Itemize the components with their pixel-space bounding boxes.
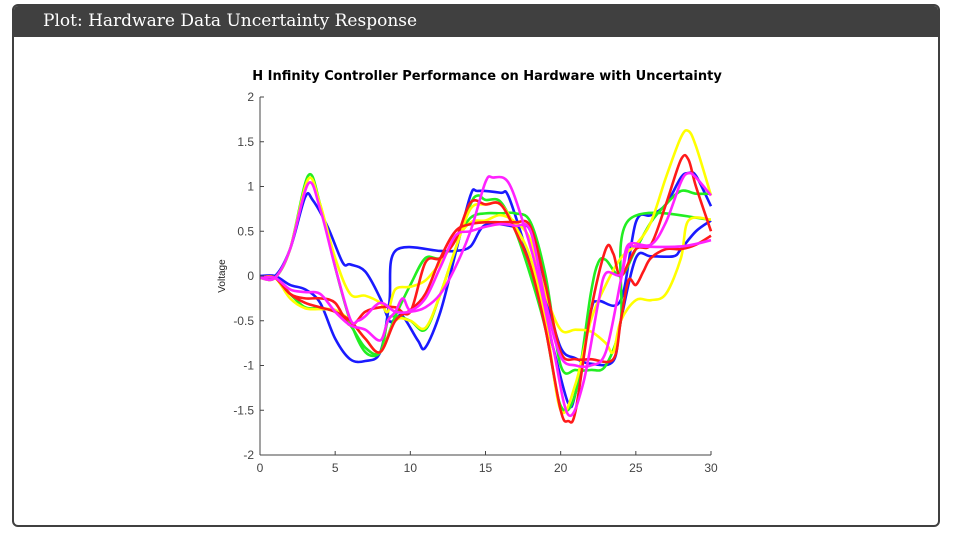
plot-panel: Plot: Hardware Data Uncertainty Response [12,4,940,527]
series-line-red-1 [259,153,713,424]
y-tick-label: -2 [243,448,254,462]
x-tick-label: 15 [479,461,493,475]
series-line-yellow-1 [259,176,712,355]
y-tick-label: 2 [247,90,254,104]
chart-title: H Infinity Controller Performance on Har… [252,69,722,84]
y-tick-label: -1 [243,359,254,373]
x-tick-label: 10 [404,461,418,475]
axes: 0 5 10 15 20 25 30 2 1.5 1 0.5 0 -0.5 -1 -1.5 -2 [233,90,718,475]
y-tick-label: -1.5 [233,403,254,417]
series-line-blue-1 [259,170,713,409]
y-tick-label: -0.5 [233,314,254,328]
series-line-magenta-2 [259,222,712,369]
y-tick-label: 1.5 [237,135,254,149]
x-tick-label: 5 [332,461,339,475]
y-tick-label: 0 [247,269,254,283]
y-axis-label: Voltage [217,259,228,293]
y-tick-label: 0.5 [237,224,254,238]
x-tick-label: 30 [704,461,718,475]
x-tick-label: 20 [554,461,568,475]
panel-title: Plot: Hardware Data Uncertainty Response [14,6,938,37]
series-line-magenta-1 [259,171,712,418]
series-line-blue-2 [259,219,712,367]
series-line-red-2 [259,219,712,364]
series-group [259,128,713,424]
y-tick-label: 1 [247,180,254,194]
x-tick-label: 0 [257,461,264,475]
series-line-green-1 [259,172,712,413]
x-tick-label: 25 [629,461,643,475]
